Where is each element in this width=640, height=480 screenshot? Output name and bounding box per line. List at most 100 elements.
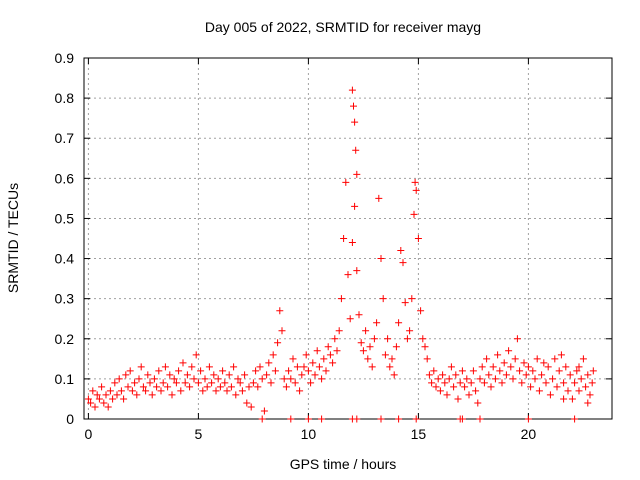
data-point [364, 355, 372, 363]
data-point [553, 383, 561, 391]
y-tick-label: 0.8 [55, 90, 75, 106]
data-point [399, 259, 407, 267]
data-point [577, 375, 585, 383]
data-point [157, 387, 165, 395]
data-point [419, 335, 427, 343]
data-point [469, 367, 477, 375]
data-point [293, 363, 301, 371]
data-point [155, 367, 163, 375]
data-point [377, 415, 385, 423]
data-point [395, 415, 403, 423]
data-point [500, 359, 508, 367]
data-point [586, 391, 594, 399]
data-point [258, 415, 266, 423]
data-point [485, 371, 493, 379]
data-point [190, 375, 198, 383]
x-tick-label: 0 [85, 426, 93, 442]
data-point [188, 363, 196, 371]
data-point [458, 415, 466, 423]
data-point [201, 375, 209, 383]
data-point [230, 363, 238, 371]
data-point [302, 351, 310, 359]
data-point [241, 371, 249, 379]
data-point [414, 235, 422, 242]
data-point [238, 387, 246, 395]
data-point [223, 387, 231, 395]
data-point [401, 299, 409, 307]
data-point [589, 367, 597, 375]
data-point [232, 391, 240, 399]
data-point [524, 363, 532, 371]
data-point [263, 371, 271, 379]
data-point [353, 415, 361, 423]
data-point [161, 363, 169, 371]
data-point [139, 383, 147, 391]
data-point [359, 347, 367, 355]
data-point [102, 391, 110, 399]
data-point [535, 387, 543, 395]
data-point [520, 359, 528, 367]
data-point [368, 363, 376, 371]
data-point [350, 102, 357, 110]
data-point [309, 359, 317, 367]
data-point [115, 375, 123, 383]
data-point [331, 335, 339, 343]
data-point [412, 186, 420, 194]
data-point [326, 351, 334, 359]
data-point [505, 347, 513, 355]
data-point [540, 359, 548, 367]
data-point [175, 367, 183, 375]
data-point [544, 363, 552, 371]
data-point [287, 375, 295, 383]
data-point [502, 371, 510, 379]
data-point [575, 363, 583, 371]
x-axis-label: GPS time / hours [290, 456, 397, 472]
data-point [348, 86, 356, 94]
data-point [458, 367, 466, 375]
x-tick-label: 20 [521, 426, 537, 442]
data-point [411, 178, 419, 186]
y-axis-label: SRMTID / TECUs [5, 183, 21, 293]
data-point [417, 307, 425, 315]
data-point [516, 367, 524, 375]
data-point [507, 363, 515, 371]
data-point [571, 415, 579, 423]
data-point [208, 379, 216, 387]
data-point [384, 335, 392, 343]
plot-frame [83, 57, 613, 420]
data-point [324, 343, 332, 351]
data-point [333, 347, 341, 355]
data-point [234, 375, 242, 383]
data-point [159, 379, 167, 387]
data-point [133, 391, 141, 399]
data-point [289, 355, 297, 363]
data-point [329, 359, 337, 367]
data-point [524, 415, 532, 423]
data-point [245, 383, 253, 391]
data-point [390, 371, 398, 379]
data-point [392, 343, 400, 351]
data-point [227, 383, 235, 391]
data-point [311, 371, 319, 379]
data-point [168, 391, 176, 399]
data-point [285, 367, 293, 375]
data-point [588, 379, 596, 387]
data-point [443, 391, 451, 399]
data-point [337, 295, 345, 303]
data-point [313, 347, 321, 355]
data-point [179, 359, 187, 367]
data-point [421, 343, 429, 351]
grid-lines [84, 58, 612, 419]
data-point [256, 363, 264, 371]
data-point [104, 403, 112, 411]
data-point [113, 391, 121, 399]
data-point [342, 178, 350, 186]
data-point [249, 379, 257, 387]
data-point [252, 367, 260, 375]
data-point [573, 367, 581, 375]
data-point [131, 379, 139, 387]
data-point [447, 363, 455, 371]
data-point [549, 375, 557, 383]
data-points [84, 86, 597, 423]
